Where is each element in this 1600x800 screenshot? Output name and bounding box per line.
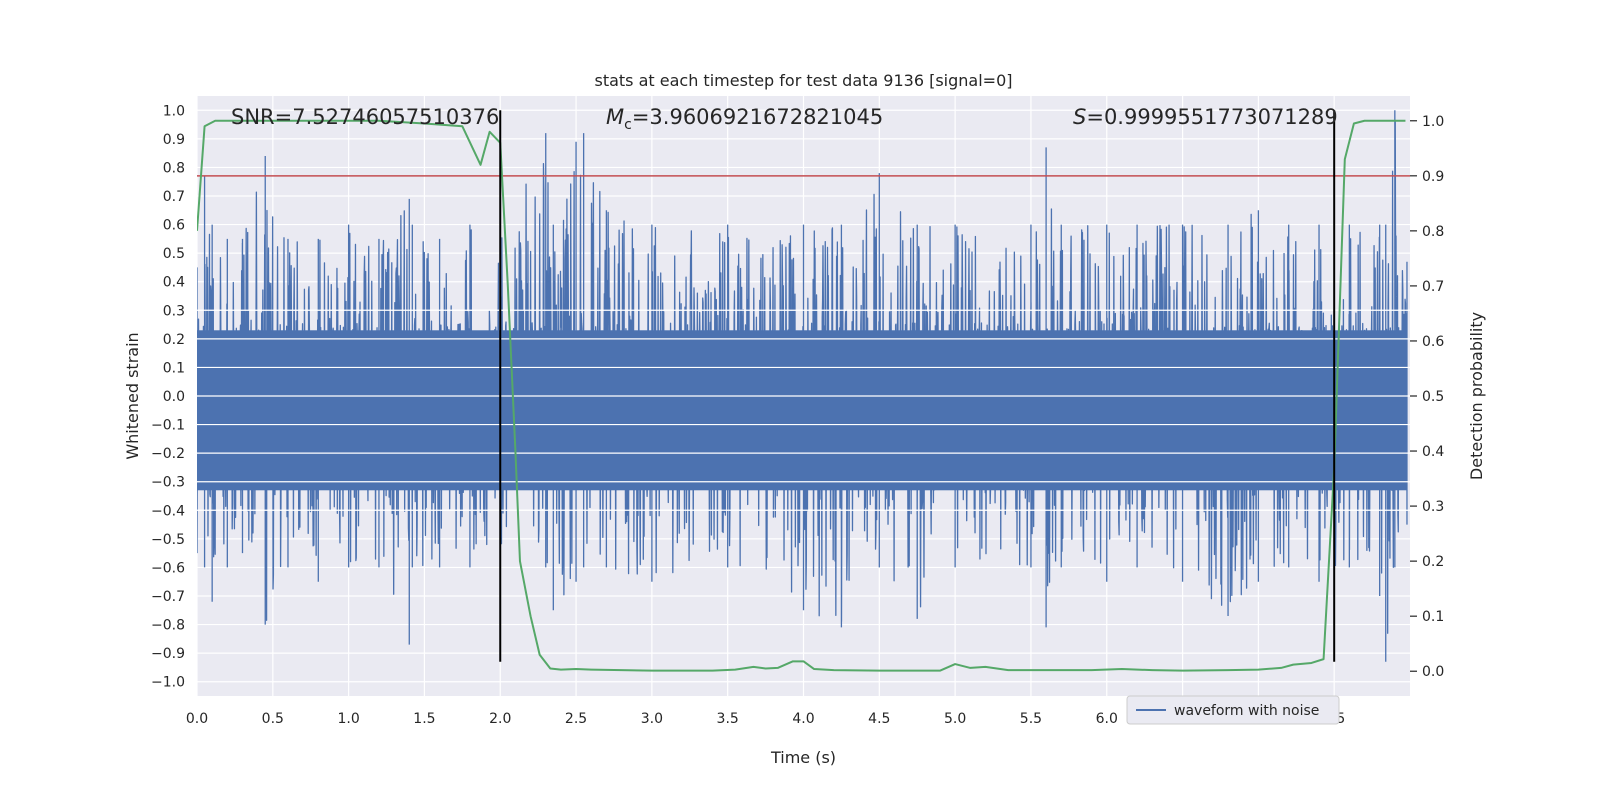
x-tick-label: 3.5 [717, 711, 739, 727]
x-tick-label: 2.0 [489, 711, 511, 727]
x-tick-label: 0.5 [262, 711, 284, 727]
y2-axis-label: Detection probability [1467, 312, 1486, 480]
legend: waveform with noise [1127, 696, 1339, 724]
score-value: =0.9999551773071289 [1086, 105, 1337, 129]
x-tick-label: 0.0 [186, 711, 208, 727]
y-tick-label: −0.8 [151, 618, 185, 634]
y-tick-label: 0.4 [163, 275, 185, 291]
x-tick-label: 4.0 [792, 711, 814, 727]
y2-tick-label: 0.6 [1422, 334, 1444, 350]
y-tick-label: 0.2 [163, 332, 185, 348]
x-tick-label: 2.5 [565, 711, 587, 727]
y2-tick-label: 0.4 [1422, 444, 1444, 460]
y-tick-label: 0.8 [163, 160, 185, 176]
y2-tick-label: 0.5 [1422, 389, 1444, 405]
x-tick-label: 1.5 [413, 711, 435, 727]
y2-tick-label: 0.7 [1422, 279, 1444, 295]
y2-tick-label: 0.8 [1422, 224, 1444, 240]
score-symbol: S [1073, 105, 1086, 129]
y-tick-label: −1.0 [151, 675, 185, 691]
x-tick-label: 1.0 [337, 711, 359, 727]
y2-tick-label: 0.2 [1422, 554, 1444, 570]
y-tick-label: 1.0 [163, 103, 185, 119]
y-axis-label: Whitened strain [123, 332, 142, 459]
y-tick-label: −0.9 [151, 646, 185, 662]
chirp-mass-annotation: Mc=3.9606921672821045 [606, 105, 883, 133]
y-tick-label: 0.9 [163, 132, 185, 148]
x-axis-label: Time (s) [770, 748, 836, 767]
score-annotation: S=0.9999551773071289 [1073, 105, 1338, 129]
y-tick-label: −0.6 [151, 560, 185, 576]
y-tick-label: −0.3 [151, 475, 185, 491]
y-tick-label: −0.4 [151, 503, 185, 519]
y-tick-label: 0.0 [163, 389, 185, 405]
y-tick-label: −0.1 [151, 418, 185, 434]
y-tick-label: 0.1 [163, 360, 185, 376]
y-tick-label: −0.5 [151, 532, 185, 548]
x-tick-label: 4.5 [868, 711, 890, 727]
y2-tick-label: 0.1 [1422, 609, 1444, 625]
x-tick-label: 6.0 [1096, 711, 1118, 727]
chirp-mass-symbol: M [606, 105, 624, 129]
x-tick-label: 5.0 [944, 711, 966, 727]
chirp-mass-subscript: c [624, 117, 632, 133]
chart-title: stats at each timestep for test data 913… [594, 71, 1012, 90]
legend-label: waveform with noise [1174, 703, 1319, 719]
chirp-mass-value: =3.9606921672821045 [632, 105, 883, 129]
y2-tick-label: 0.3 [1422, 499, 1444, 515]
y2-tick-label: 0.0 [1422, 664, 1444, 680]
y-tick-label: −0.2 [151, 446, 185, 462]
waveform-band [197, 330, 1407, 490]
x-tick-label: 3.0 [641, 711, 663, 727]
y2-tick-label: 0.9 [1422, 169, 1444, 185]
y-tick-label: 0.3 [163, 303, 185, 319]
x-tick-label: 5.5 [1020, 711, 1042, 727]
y-tick-label: −0.7 [151, 589, 185, 605]
y-tick-label: 0.5 [163, 246, 185, 262]
y-tick-label: 0.7 [163, 189, 185, 205]
y-tick-label: 0.6 [163, 218, 185, 234]
y2-tick-label: 1.0 [1422, 114, 1444, 130]
snr-annotation: SNR=7.52746057510376 [231, 105, 499, 129]
